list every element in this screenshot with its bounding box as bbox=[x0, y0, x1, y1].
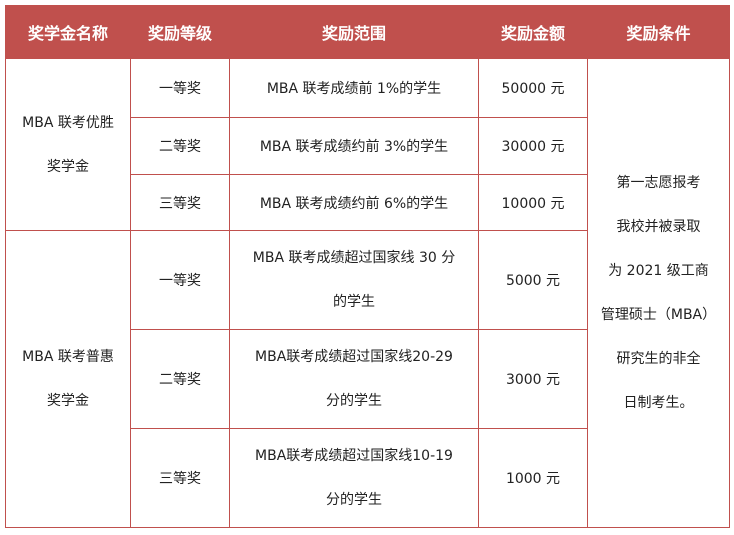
award-level: 三等奖 bbox=[130, 174, 230, 231]
award-level: 二等奖 bbox=[130, 117, 230, 175]
table-row: MBA 联考优胜 奖学金 一等奖 MBA 联考成绩前 1%的学生 50000 元 … bbox=[5, 58, 730, 528]
table-row: 三等奖 MBA联考成绩超过国家线10-19 分的学生 1000 元 bbox=[6, 428, 730, 528]
award-amount: 30000 元 bbox=[478, 117, 588, 175]
award-amount: 50000 元 bbox=[478, 58, 588, 118]
scholarship-name: MBA 联考优胜 奖学金 bbox=[5, 58, 131, 231]
scholarship-name: MBA 联考普惠 奖学金 bbox=[5, 230, 131, 528]
award-level: 二等奖 bbox=[130, 329, 230, 429]
table-row: 二等奖 MBA 联考成绩约前 3%的学生 30000 元 bbox=[6, 117, 730, 175]
award-range: MBA 联考成绩约前 3%的学生 bbox=[229, 117, 479, 175]
header-row: 奖学金名称 奖励等级 奖励范围 奖励金额 奖励条件 bbox=[5, 5, 730, 59]
award-range: MBA联考成绩超过国家线20-29 分的学生 bbox=[229, 329, 479, 429]
header-range: 奖励范围 bbox=[229, 5, 479, 59]
header-level: 奖励等级 bbox=[130, 5, 230, 59]
award-amount: 10000 元 bbox=[478, 174, 588, 231]
award-amount: 5000 元 bbox=[478, 230, 588, 330]
header-condition: 奖励条件 bbox=[587, 5, 730, 59]
award-level: 一等奖 bbox=[130, 230, 230, 330]
award-range: MBA 联考成绩约前 6%的学生 bbox=[229, 174, 479, 231]
header-amount: 奖励金额 bbox=[478, 5, 588, 59]
table-row: MBA 联考普惠 奖学金 一等奖 MBA 联考成绩超过国家线 30 分的学生 50… bbox=[5, 230, 730, 528]
award-level: 三等奖 bbox=[130, 428, 230, 528]
award-range: MBA 联考成绩超过国家线 30 分的学生 bbox=[229, 230, 479, 330]
table-row: 三等奖 MBA 联考成绩约前 6%的学生 10000 元 bbox=[6, 174, 730, 231]
award-range: MBA 联考成绩前 1%的学生 bbox=[229, 58, 479, 118]
header-name: 奖学金名称 bbox=[5, 5, 131, 59]
award-range: MBA联考成绩超过国家线10-19 分的学生 bbox=[229, 428, 479, 528]
award-condition: 第一志愿报考 我校并被录取 为 2021 级工商 管理硕士（MBA） 研究生的非… bbox=[587, 58, 730, 528]
award-amount: 3000 元 bbox=[478, 329, 588, 429]
scholarship-table: 奖学金名称 奖励等级 奖励范围 奖励金额 奖励条件 MBA 联考优胜 奖学金 一等… bbox=[5, 5, 730, 528]
award-level: 一等奖 bbox=[130, 58, 230, 118]
award-amount: 1000 元 bbox=[478, 428, 588, 528]
